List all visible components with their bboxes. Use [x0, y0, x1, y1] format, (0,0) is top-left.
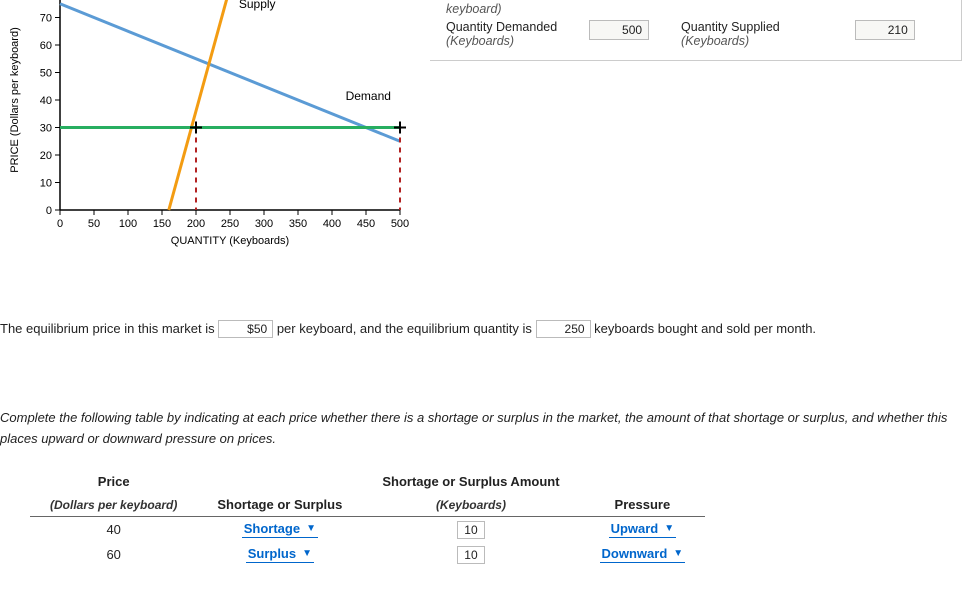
eq-price-input[interactable]: $50 — [218, 320, 273, 338]
svg-text:QUANTITY (Keyboards): QUANTITY (Keyboards) — [171, 235, 289, 247]
svg-text:Supply: Supply — [239, 0, 276, 11]
svg-text:PRICE (Dollars per keyboard): PRICE (Dollars per keyboard) — [9, 27, 21, 173]
svg-text:350: 350 — [289, 218, 307, 230]
svg-text:450: 450 — [357, 218, 375, 230]
pressure-dropdown[interactable]: Upward▼ — [609, 521, 677, 538]
qs-label: Quantity Supplied — [681, 20, 780, 34]
svg-text:200: 200 — [187, 218, 205, 230]
amount-input[interactable]: 10 — [457, 521, 484, 539]
qd-sub: (Keyboards) — [446, 34, 577, 48]
svg-text:500: 500 — [391, 218, 409, 230]
table-row: 40 Shortage▼ 10 Upward▼ — [30, 516, 705, 542]
chevron-down-icon: ▼ — [306, 523, 316, 534]
price-cell: 60 — [30, 542, 197, 567]
qd-value[interactable]: 500 — [589, 20, 649, 40]
qs-value[interactable]: 210 — [855, 20, 915, 40]
svg-text:150: 150 — [153, 218, 171, 230]
chevron-down-icon: ▼ — [673, 548, 683, 559]
svg-text:300: 300 — [255, 218, 273, 230]
amount-input[interactable]: 10 — [457, 546, 484, 564]
col-price-header: Price — [30, 470, 197, 493]
qd-label: Quantity Demanded — [446, 20, 557, 34]
sentence-p2: per keyboard, and the equilibrium quanti… — [277, 321, 532, 336]
svg-text:40: 40 — [40, 95, 52, 107]
row0-label: keyboard) — [446, 2, 577, 16]
svg-text:Demand: Demand — [346, 89, 391, 103]
qs-sub: (Keyboards) — [681, 34, 843, 48]
col-pressure-header: Pressure — [580, 493, 706, 517]
table-instructions: Complete the following table by indicati… — [0, 408, 962, 450]
sentence-p1: The equilibrium price in this market is — [0, 321, 215, 336]
chevron-down-icon: ▼ — [302, 548, 312, 559]
svg-text:0: 0 — [46, 205, 52, 217]
svg-text:20: 20 — [40, 150, 52, 162]
svg-text:70: 70 — [40, 13, 52, 25]
price-cell: 40 — [30, 516, 197, 542]
equilibrium-sentence: The equilibrium price in this market is … — [0, 320, 962, 338]
chevron-down-icon: ▼ — [664, 523, 674, 534]
info-panel: keyboard) Quantity Demanded (Keyboards) … — [430, 0, 962, 61]
col-ss-header: Shortage or Surplus — [197, 493, 362, 517]
shortage-surplus-dropdown[interactable]: Surplus▼ — [246, 546, 314, 563]
svg-text:250: 250 — [221, 218, 239, 230]
svg-text:100: 100 — [119, 218, 137, 230]
col-amount-header: Shortage or Surplus Amount — [362, 470, 579, 493]
shortage-surplus-table: Price Shortage or Surplus Amount (Dollar… — [30, 470, 705, 567]
pressure-dropdown[interactable]: Downward▼ — [600, 546, 686, 563]
shortage-surplus-dropdown[interactable]: Shortage▼ — [242, 521, 318, 538]
svg-text:50: 50 — [88, 218, 100, 230]
eq-qty-input[interactable]: 250 — [536, 320, 591, 338]
svg-text:50: 50 — [40, 68, 52, 80]
svg-text:60: 60 — [40, 40, 52, 52]
svg-text:30: 30 — [40, 123, 52, 135]
sentence-p3: keyboards bought and sold per month. — [594, 321, 816, 336]
supply-demand-chart: 0102030405060708005010015020025030035040… — [0, 0, 430, 260]
col-amount-sub: (Keyboards) — [436, 498, 506, 512]
table-row: 60 Surplus▼ 10 Downward▼ — [30, 542, 705, 567]
svg-text:0: 0 — [57, 218, 63, 230]
col-price-sub: (Dollars per keyboard) — [50, 498, 177, 512]
svg-text:400: 400 — [323, 218, 341, 230]
svg-text:10: 10 — [40, 178, 52, 190]
